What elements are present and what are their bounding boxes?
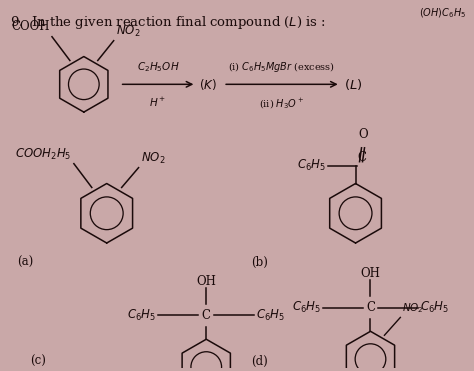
Text: $(OH)C_6H_5$: $(OH)C_6H_5$ bbox=[419, 6, 466, 20]
Text: $NO_2$: $NO_2$ bbox=[116, 24, 140, 39]
Text: COOH: COOH bbox=[11, 20, 50, 33]
Text: C: C bbox=[202, 309, 211, 322]
Text: (ii) $H_3O^+$: (ii) $H_3O^+$ bbox=[259, 96, 305, 111]
Text: $C_6H_5$: $C_6H_5$ bbox=[256, 308, 285, 323]
Text: $(K)$: $(K)$ bbox=[199, 77, 217, 92]
Text: C: C bbox=[357, 151, 366, 164]
Text: $C_6H_5$: $C_6H_5$ bbox=[297, 158, 326, 173]
Text: $(L)$: $(L)$ bbox=[344, 77, 362, 92]
Text: $COOH_2H_5$: $COOH_2H_5$ bbox=[16, 147, 72, 162]
Text: $C_6H_5$: $C_6H_5$ bbox=[292, 300, 321, 315]
Text: $C_6H_5$: $C_6H_5$ bbox=[128, 308, 156, 323]
Text: (b): (b) bbox=[251, 256, 268, 269]
Text: $C_2H_5OH$: $C_2H_5OH$ bbox=[137, 60, 179, 75]
Text: OH: OH bbox=[196, 275, 216, 288]
Text: $NO_2$: $NO_2$ bbox=[402, 302, 424, 315]
Text: (c): (c) bbox=[30, 355, 46, 368]
Text: (i) $C_6H_5MgBr$ (excess): (i) $C_6H_5MgBr$ (excess) bbox=[228, 60, 336, 75]
Text: (a): (a) bbox=[17, 256, 33, 269]
Text: $NO_2$: $NO_2$ bbox=[141, 151, 165, 166]
Text: $C_6H_5$: $C_6H_5$ bbox=[420, 300, 449, 315]
Text: O: O bbox=[359, 128, 368, 141]
Text: C: C bbox=[366, 301, 375, 314]
Text: $H^+$: $H^+$ bbox=[149, 96, 167, 109]
Text: 9.  In the given reaction final compound ($L$) is :: 9. In the given reaction final compound … bbox=[10, 14, 326, 31]
Text: OH: OH bbox=[361, 267, 381, 280]
Text: (d): (d) bbox=[251, 355, 268, 368]
